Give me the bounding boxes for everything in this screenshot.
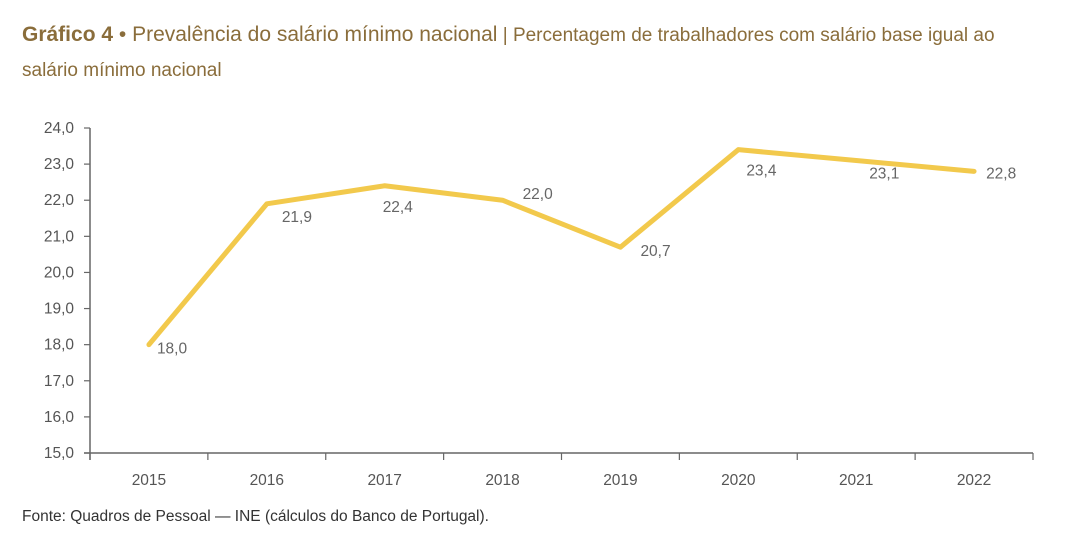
data-label: 18,0 [157,341,188,358]
y-tick-label: 20,0 [44,264,75,281]
data-label: 22,0 [523,186,554,203]
figure-number: Gráfico 4 [22,23,114,46]
x-axis: 2015 2016 2017 2018 2019 2020 2021 2022 [84,452,1034,489]
source-note: Fonte: Quadros de Pessoal — INE (cálculo… [22,508,489,525]
title-main: Prevalência do salário mínimo nacional [132,23,498,46]
series [146,147,977,348]
data-label: 23,1 [869,166,899,183]
y-tick-label: 17,0 [44,373,75,390]
data-labels: 18,0 21,9 22,4 22,0 20,7 23,4 23,1 22,8 [157,163,1016,358]
x-tick-label: 2015 [132,472,166,489]
x-tick-label: 2020 [721,472,756,489]
x-tick-label: 2018 [485,472,519,489]
y-tick-label: 18,0 [44,337,75,354]
chart-subtitle: Percentagem de trabalhadores com salário… [22,25,995,81]
title-separator: | [497,25,513,46]
x-tick-label: 2016 [250,472,284,489]
data-label: 23,4 [746,163,777,180]
y-tick-label: 24,0 [44,120,75,137]
x-tick-label: 2017 [367,472,401,489]
title-bullet: • [113,23,133,46]
y-tick-label: 21,0 [44,228,75,245]
x-tick-label: 2022 [957,472,991,489]
x-tick-label: 2019 [603,472,637,489]
data-label: 22,8 [986,165,1016,182]
chart-title: Gráfico 4 • Prevalência do salário mínim… [22,18,1042,88]
y-axis: 15,0 16,0 17,0 18,0 19,0 20,0 21,0 22,0 23,0 24,0 [44,120,91,462]
series-line [146,147,977,348]
y-tick-label: 15,0 [44,445,75,462]
x-tick-label: 2021 [839,472,873,489]
data-label: 22,4 [383,199,414,216]
y-tick-label: 22,0 [44,192,75,209]
data-label: 21,9 [282,209,312,226]
y-tick-label: 23,0 [44,156,75,173]
data-label: 20,7 [640,243,670,260]
y-tick-label: 16,0 [44,409,75,426]
y-tick-label: 19,0 [44,301,75,318]
